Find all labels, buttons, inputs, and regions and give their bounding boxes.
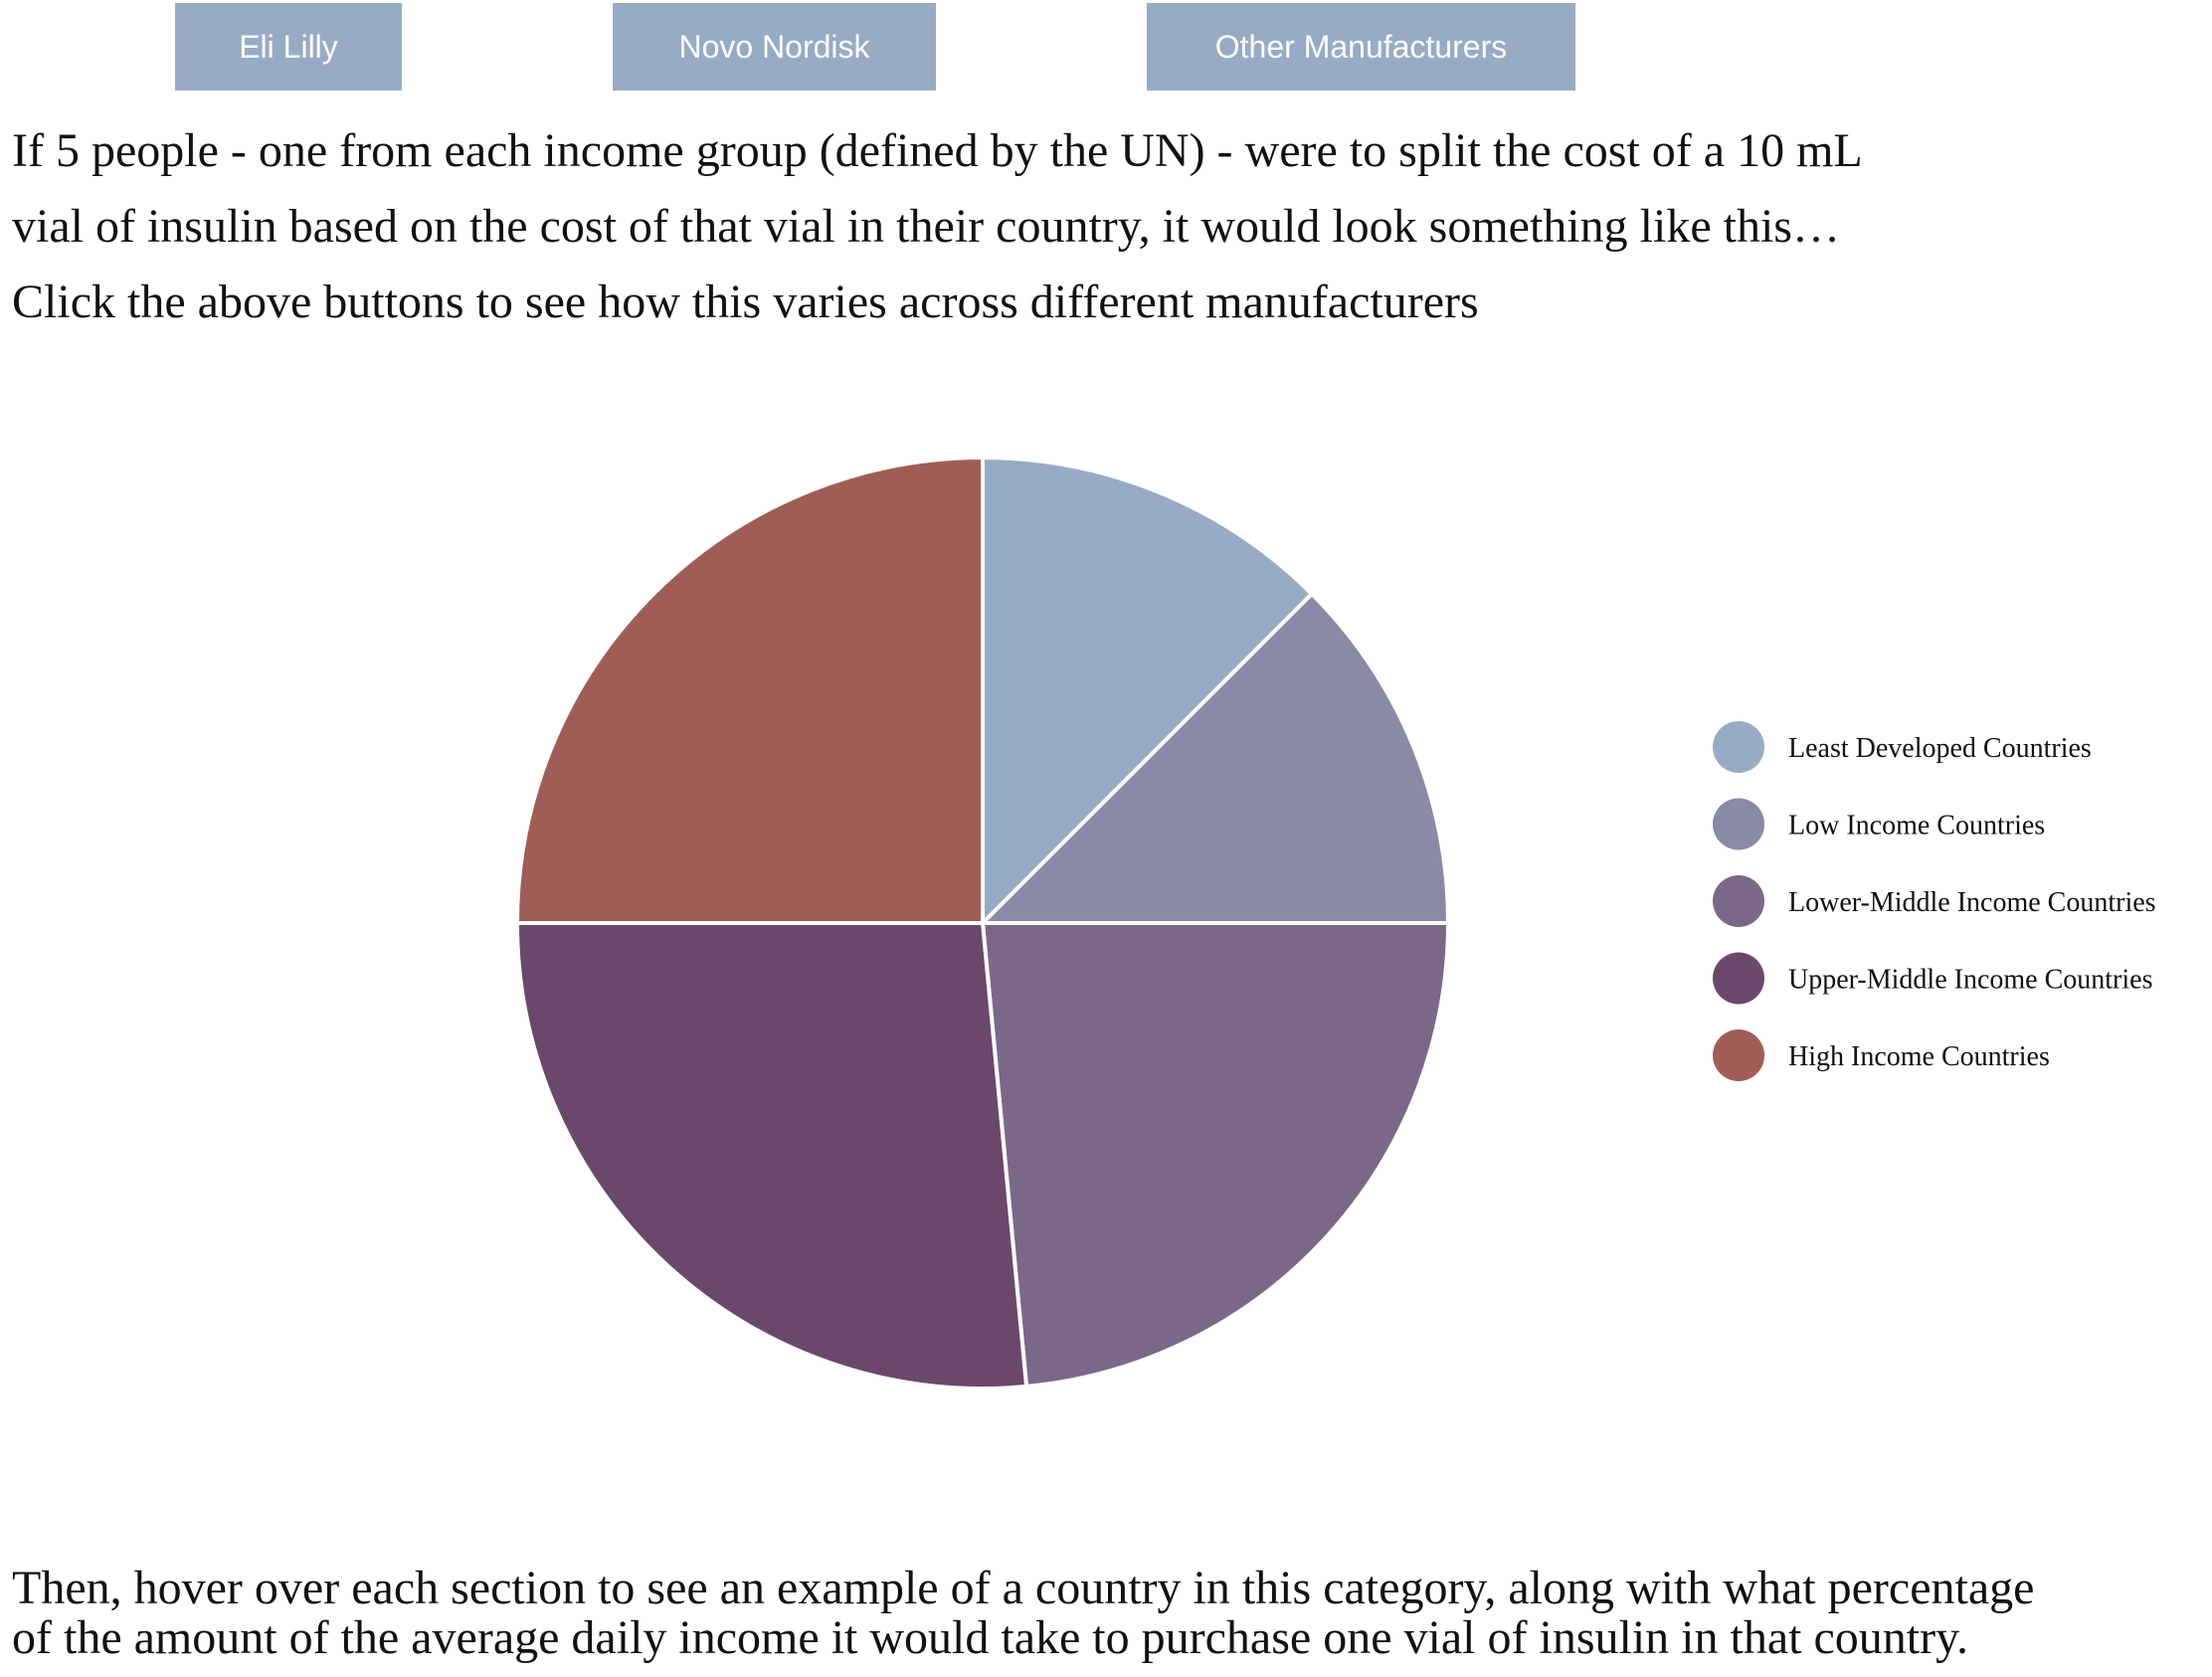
pie-slice-high-income-countries[interactable]: [514, 455, 985, 925]
intro-text-line-3: Click the above buttons to see how this …: [12, 276, 1479, 328]
pie-slice-lower-middle-income-countries[interactable]: [980, 921, 1451, 1390]
legend-swatch-lower-middle-income-countries: [1713, 875, 1764, 927]
outro-text-line-2: of the amount of the average daily incom…: [12, 1611, 1968, 1664]
intro-text-line-2: vial of insulin based on the cost of tha…: [12, 200, 1840, 253]
legend-label-lower-middle-income-countries: Lower-Middle Income Countries: [1788, 887, 2156, 918]
pie-slice-low-income-countries[interactable]: [978, 591, 1451, 925]
intro-text-line-1: If 5 people - one from each income group…: [12, 124, 1863, 177]
legend-swatch-high-income-countries: [1713, 1029, 1764, 1081]
novo-nordisk-button[interactable]: Novo Nordisk: [613, 3, 936, 91]
eli-lilly-button[interactable]: Eli Lilly: [175, 3, 402, 91]
pie-slices: [514, 455, 1451, 1391]
outro-text-line-1: Then, hover over each section to see an …: [12, 1562, 2035, 1614]
legend-label-upper-middle-income-countries: Upper-Middle Income Countries: [1788, 965, 2152, 996]
legend-label-low-income-countries: Low Income Countries: [1788, 811, 2045, 841]
legend: Least Developed Countries Low Income Coun…: [1713, 721, 2156, 1081]
legend-swatch-low-income-countries: [1713, 798, 1764, 850]
other-manufacturers-button[interactable]: Other Manufacturers: [1147, 3, 1575, 91]
legend-swatch-upper-middle-income-countries: [1713, 952, 1764, 1005]
legend-label-least-developed-countries: Least Developed Countries: [1788, 733, 2092, 764]
pie-slice-upper-middle-income-countries[interactable]: [514, 921, 1029, 1391]
pie-slice-least-developed-countries[interactable]: [981, 455, 1315, 928]
legend-label-high-income-countries: High Income Countries: [1788, 1041, 2050, 1072]
legend-swatch-least-developed-countries: [1713, 721, 1764, 773]
